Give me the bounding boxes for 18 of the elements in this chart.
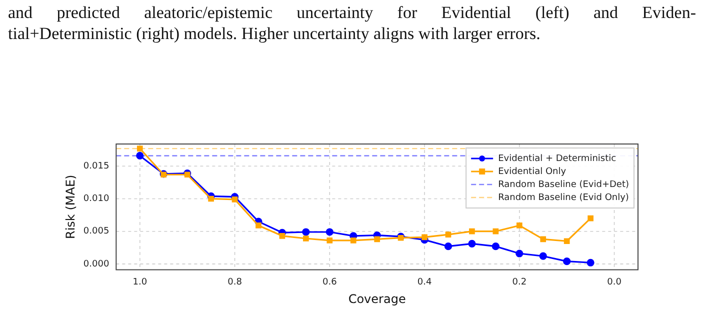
x-axis-title: Coverage <box>348 292 406 306</box>
x-tick-label: 0.4 <box>417 278 432 288</box>
x-tick-label: 0.0 <box>607 278 622 288</box>
x-tick-label: 0.8 <box>228 278 242 288</box>
x-tick-label: 0.2 <box>512 278 527 288</box>
legend-label: Evidential + Deterministic <box>498 154 616 164</box>
y-tick-label: 0.000 <box>83 259 110 270</box>
y-tick-label: 0.015 <box>83 162 110 172</box>
x-tick-label: 1.0 <box>132 278 148 288</box>
y-tick-label: 0.010 <box>83 194 110 204</box>
x-tick-label: 0.6 <box>322 278 338 288</box>
y-axis-title: Risk (MAE) <box>63 174 78 239</box>
legend-label: Random Baseline (Evid+Det) <box>498 180 630 190</box>
text: and predicted aleatoric/epistemic uncertainty for Evidential (left) and Eviden- <box>8 2 696 23</box>
text: tial+Deterministic (right) models. Higher uncertainty aligns with larger errors. <box>8 23 542 44</box>
y-tick-label: 0.005 <box>83 226 110 237</box>
legend-label: Evidential Only <box>498 166 567 177</box>
legend-label: Random Baseline (Evid Only) <box>498 192 629 203</box>
